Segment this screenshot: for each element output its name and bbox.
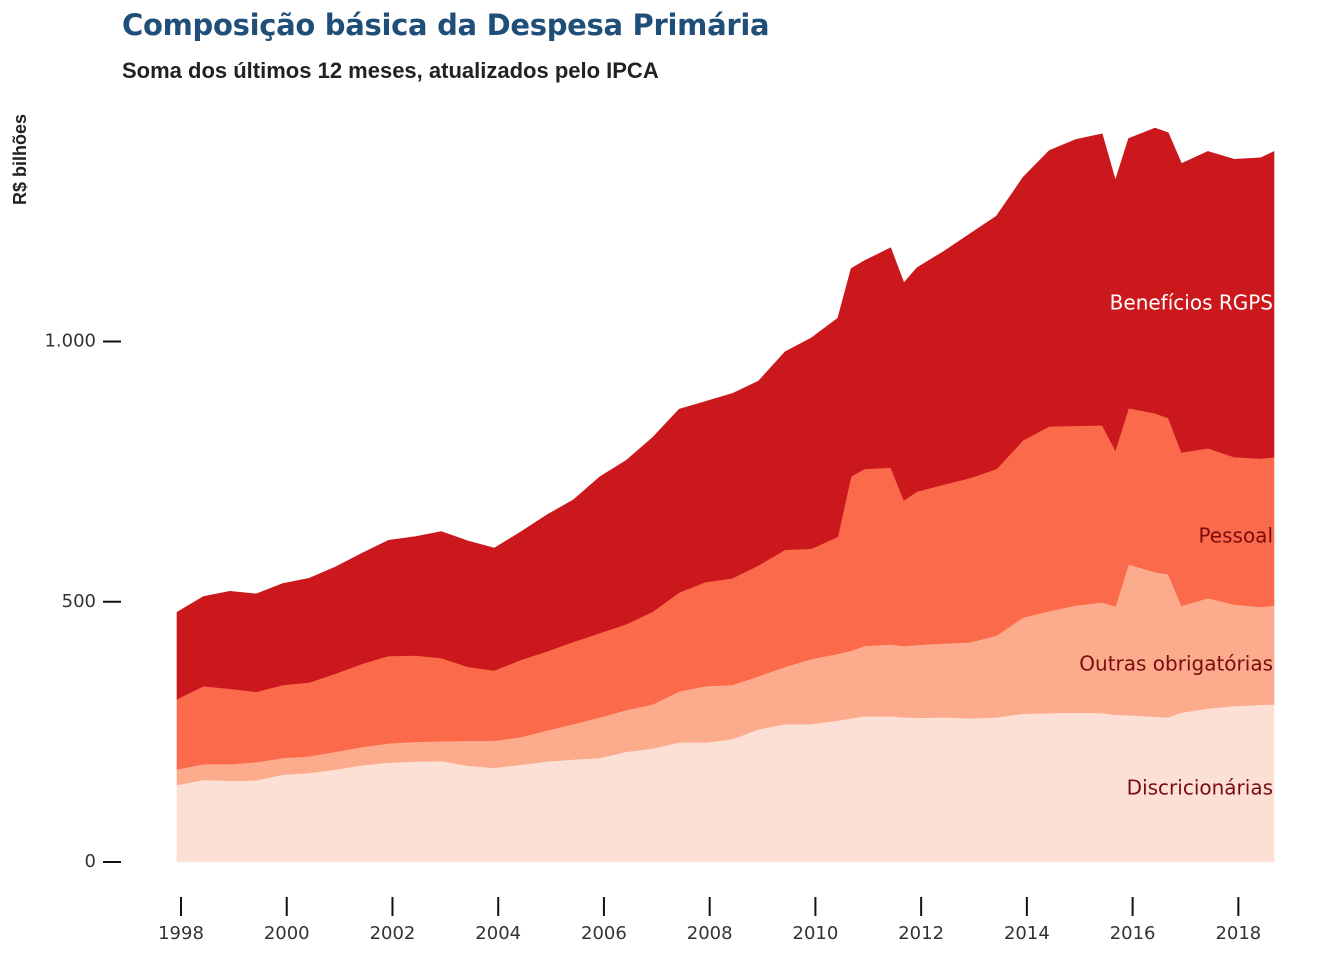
x-tick-label: 2010 [793,923,839,944]
x-tick-label: 2008 [687,923,733,944]
y-tick-label: 500 [62,591,96,612]
series-label: Pessoal [1198,524,1273,548]
y-tick-label: 0 [85,851,96,872]
x-tick-label: 1998 [158,923,204,944]
x-tick: 2014 [1004,897,1050,944]
x-tick: 2012 [898,897,944,944]
area-layers [176,127,1275,863]
x-tick-label: 2018 [1215,923,1261,944]
y-tick-label: 1.000 [44,331,96,352]
x-tick-label: 2004 [475,923,521,944]
series-label: Discricionárias [1127,776,1273,800]
chart-title: Composição básica da Despesa Primária [122,8,770,42]
x-tick-label: 2016 [1110,923,1156,944]
x-tick: 2016 [1110,897,1156,944]
x-axis: 1998 2000 2002 2004 2006 2008 2010 2012 2014 2016… [158,897,1261,944]
y-tick: 1.000 [44,331,121,352]
x-tick: 2006 [581,897,627,944]
series-labels: Discricionárias Outras obrigatórias Pessoa… [1079,291,1273,800]
x-tick: 2010 [793,897,839,944]
chart-subtitle: Soma dos últimos 12 meses, atualizados p… [122,58,659,83]
x-tick-label: 2002 [370,923,416,944]
x-tick: 2018 [1215,897,1261,944]
x-tick: 2004 [475,897,521,944]
y-tick: 0 [85,851,121,872]
x-tick: 1998 [158,897,204,944]
x-tick-label: 2000 [264,923,310,944]
x-tick-label: 2014 [1004,923,1050,944]
area-benef-cios-rgps [176,127,1275,700]
x-tick-label: 2006 [581,923,627,944]
y-tick: 500 [62,591,121,612]
series-label: Outras obrigatórias [1079,652,1273,676]
series-label: Benefícios RGPS [1110,291,1273,315]
x-tick: 2008 [687,897,733,944]
y-axis: 0 500 1.000 [44,331,121,872]
x-tick-label: 2012 [898,923,944,944]
x-tick: 2000 [264,897,310,944]
x-tick: 2002 [370,897,416,944]
